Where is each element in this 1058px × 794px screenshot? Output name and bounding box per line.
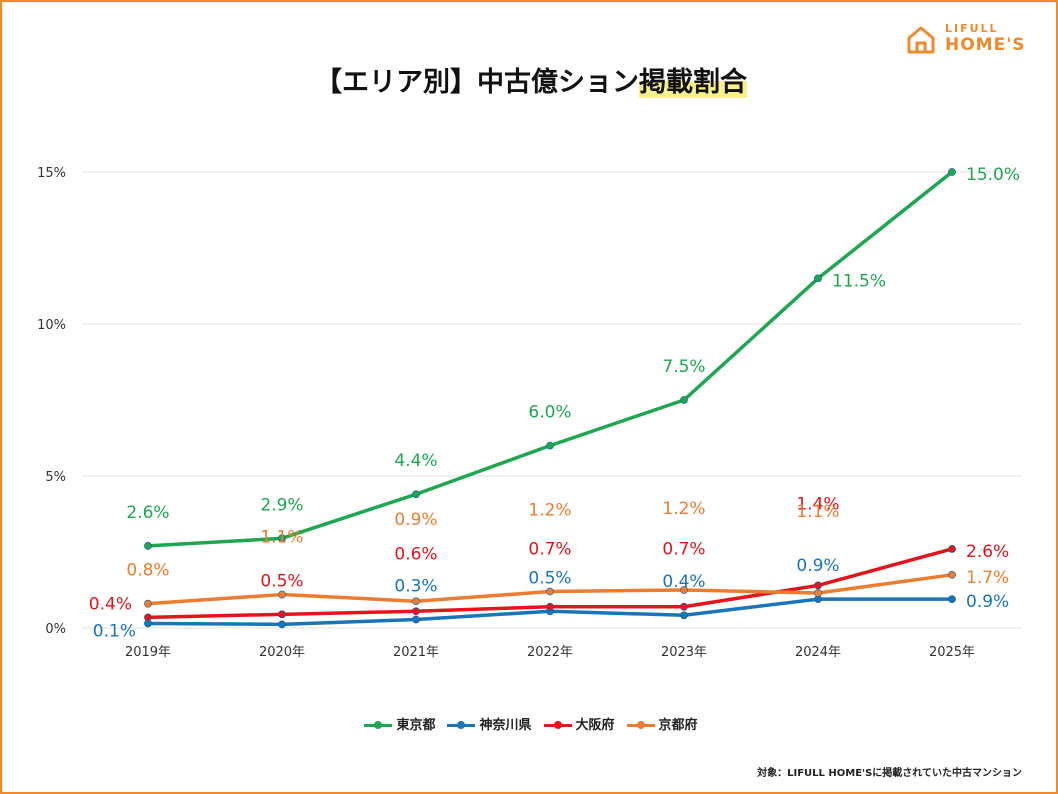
data-point (814, 581, 822, 590)
data-label: 0.3% (394, 576, 437, 596)
y-tick-label: 5% (45, 470, 66, 485)
data-point (144, 542, 152, 550)
y-tick-label: 0% (45, 622, 66, 637)
data-point (680, 586, 688, 594)
data-label: 0.9% (796, 556, 839, 576)
data-label: 11.5% (832, 271, 886, 291)
data-point (144, 613, 152, 622)
x-tick-label: 2022年 (527, 645, 573, 660)
data-label: 1.7% (966, 568, 1009, 588)
data-point (412, 490, 420, 499)
data-point (546, 602, 554, 611)
legend-swatch (447, 721, 476, 729)
legend-label: 京都府 (658, 718, 698, 733)
data-label: 1.1% (796, 502, 839, 522)
data-label: 0.8% (126, 561, 169, 581)
data-point (278, 534, 286, 543)
house-icon (907, 26, 935, 54)
data-label: 0.6% (394, 544, 437, 564)
data-label: 4.4% (394, 451, 437, 471)
data-point (144, 599, 152, 608)
data-label: 2.6% (966, 542, 1009, 562)
data-label: 0.4% (662, 572, 705, 592)
data-label: 0.4% (89, 594, 132, 614)
title-highlight: 掲載割合 (639, 67, 747, 98)
data-label: 0.1% (93, 621, 136, 641)
brand-logo: LIFULL HOME'S (905, 22, 1040, 58)
legend-label: 大阪府 (575, 718, 615, 733)
legend-swatch (626, 721, 655, 729)
data-label: 1.4% (796, 494, 839, 514)
data-point (546, 441, 554, 450)
data-label: 6.0% (528, 403, 571, 423)
y-tick-label: 10% (37, 318, 66, 333)
legend-item: 神奈川県 (447, 714, 532, 733)
x-tick-label: 2025年 (929, 645, 975, 660)
data-point (278, 590, 286, 599)
data-label: 0.7% (528, 540, 571, 560)
data-point (814, 589, 822, 597)
data-point (680, 611, 688, 620)
data-label: 1.2% (662, 499, 705, 519)
data-label: 7.5% (662, 357, 705, 377)
data-point (948, 168, 956, 176)
y-tick-label: 15% (37, 166, 66, 181)
x-tick-label: 2024年 (795, 645, 841, 660)
data-label: 2.9% (260, 495, 303, 515)
brand-line1: LIFULL (945, 22, 999, 35)
data-point (948, 570, 956, 579)
legend-label: 東京都 (396, 718, 436, 733)
title-main: 【エリア別】中古億ション (315, 67, 639, 98)
x-tick-label: 2020年 (259, 645, 305, 660)
legend-item: 大阪府 (543, 714, 615, 733)
series-line-0 (147, 170, 954, 548)
legend-label: 神奈川県 (479, 718, 532, 733)
data-label: 0.7% (662, 540, 705, 560)
legend-item: 東京都 (364, 714, 435, 733)
footnote: 対象：LIFULL HOME'Sに掲載されていた中古マンション (757, 768, 1022, 779)
x-tick-label: 2019年 (125, 645, 171, 660)
chart-title: 【エリア別】中古億ション掲載割合 (2, 60, 1058, 99)
legend-swatch (543, 721, 572, 729)
data-point (814, 274, 822, 283)
data-label: 2.6% (126, 503, 169, 523)
data-point (948, 545, 956, 553)
data-point (278, 610, 286, 619)
x-tick-label: 2021年 (393, 645, 439, 660)
brand-line2: HOME'S (945, 35, 1026, 55)
data-point (680, 396, 688, 404)
x-tick-label: 2023年 (661, 645, 707, 660)
data-label: 15.0% (966, 165, 1020, 185)
data-point (412, 597, 420, 606)
data-label: 1.1% (260, 528, 303, 548)
data-point (546, 587, 554, 596)
data-point (412, 615, 420, 624)
legend-swatch (364, 721, 393, 729)
data-label: 0.9% (394, 510, 437, 530)
data-point (680, 602, 688, 611)
chart-legend: 東京都 神奈川県 大阪府 京都府 (2, 714, 1058, 733)
data-point (412, 607, 420, 616)
data-point (278, 620, 286, 629)
line-chart: 0% 5% 10% 15% 2019年 2020年 2021年 2022年 2023年 2024年… (37, 165, 1022, 660)
data-label: 0.5% (528, 568, 571, 588)
legend-item: 京都府 (626, 714, 698, 733)
data-label: 0.9% (966, 592, 1009, 612)
data-label: 1.2% (528, 501, 571, 521)
data-label: 0.5% (260, 571, 303, 591)
data-point (948, 595, 956, 604)
